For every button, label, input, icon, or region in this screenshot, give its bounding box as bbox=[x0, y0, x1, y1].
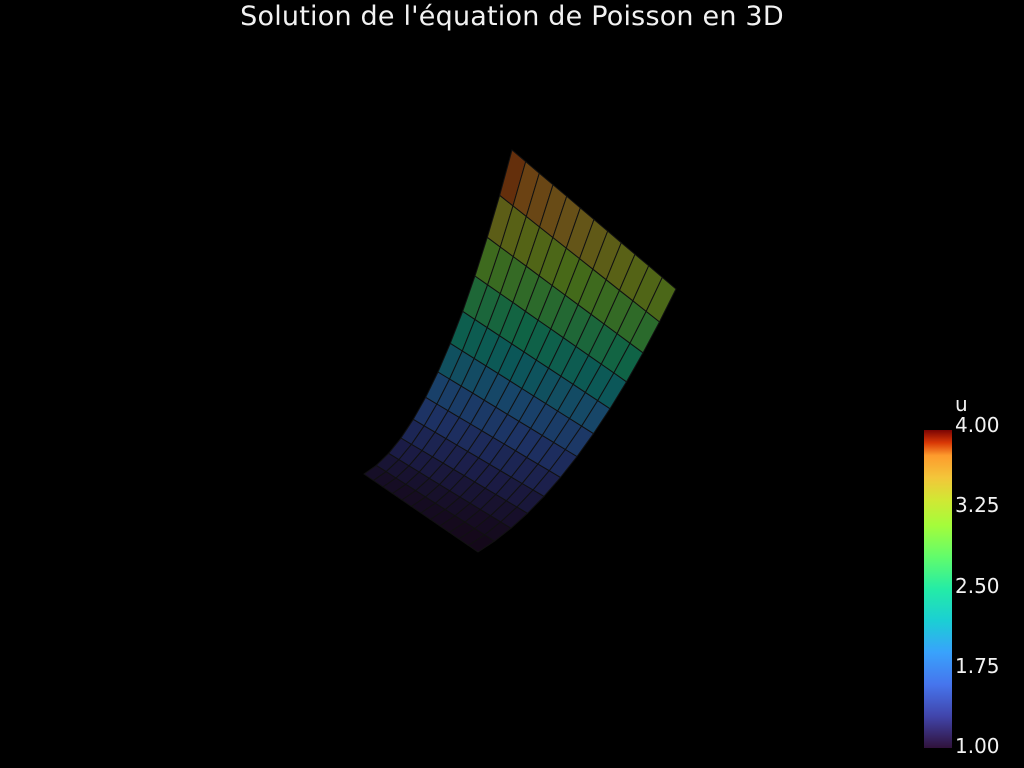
colorbar-gradient bbox=[924, 430, 952, 748]
colorbar-tick-label: 4.00 bbox=[955, 413, 1000, 437]
colorbar-tick-label: 2.50 bbox=[955, 574, 1000, 598]
chart-title: Solution de l'équation de Poisson en 3D bbox=[240, 1, 784, 32]
colorbar-tick-label: 1.75 bbox=[955, 654, 1000, 678]
surface-cell bbox=[645, 276, 677, 323]
colorbar-tick-label: 3.25 bbox=[955, 493, 1000, 517]
surface-mesh bbox=[363, 149, 677, 553]
colorbar-title: u bbox=[955, 392, 968, 416]
colorbar-tick-label: 1.00 bbox=[955, 734, 1000, 758]
colorbar bbox=[924, 430, 952, 748]
